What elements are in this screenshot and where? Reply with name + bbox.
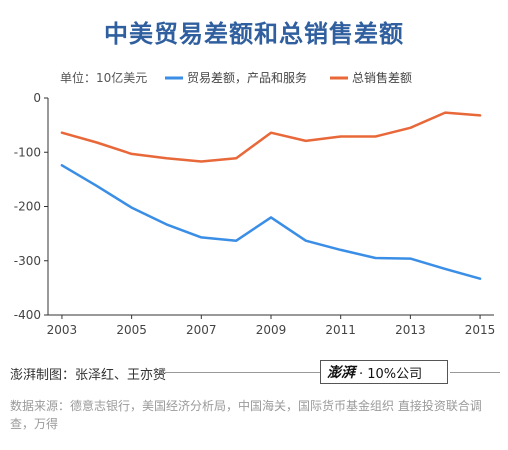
line-chart: 单位：10亿美元 贸易差额，产品和服务 总销售差额 0 -100 -200 -300 -4… [14,70,496,337]
y-tick-label: -400 [14,308,41,322]
legend: 贸易差额，产品和服务 总销售差额 [165,70,412,85]
unit-label: 单位：10亿美元 [60,70,147,85]
data-source: 数据来源：德意志银行，美国经济分析局，中国海关，国际货币基金组织 直接投资联合调… [10,399,482,431]
brand-logo: 澎湃 [327,365,355,381]
series-lines [60,111,482,280]
x-tick-label: 2005 [116,323,147,337]
legend-label-2: 总销售差额 [352,70,412,85]
brand-badge: 澎湃 · 10%公司 [320,360,448,384]
y-tick-label: -300 [14,254,41,268]
chart-title: 中美贸易差额和总销售差额 [104,20,404,48]
x-tick-label: 2015 [465,323,496,337]
y-tick-label: -100 [14,145,41,159]
footer-credit: 澎湃制图：张泽红、王亦赟 [10,368,167,383]
x-tick-label: 2011 [325,323,356,337]
y-tick-label: 0 [33,91,41,105]
series-line-1 [60,164,482,280]
footer-divider-right [450,372,500,373]
brand-text: · 10%公司 [359,366,423,382]
footer-divider [165,372,320,373]
x-tick-label: 2007 [186,323,217,337]
series-line-2 [60,111,482,163]
legend-label-1: 贸易差额，产品和服务 [187,70,307,85]
x-tick-label: 2013 [395,323,426,337]
x-tick-label: 2003 [47,323,78,337]
y-tick-label: -200 [14,200,41,214]
x-tick-label: 2009 [256,323,287,337]
axes: 0 -100 -200 -300 -400 2003 2005 2007 2009 2011 201… [14,91,496,337]
